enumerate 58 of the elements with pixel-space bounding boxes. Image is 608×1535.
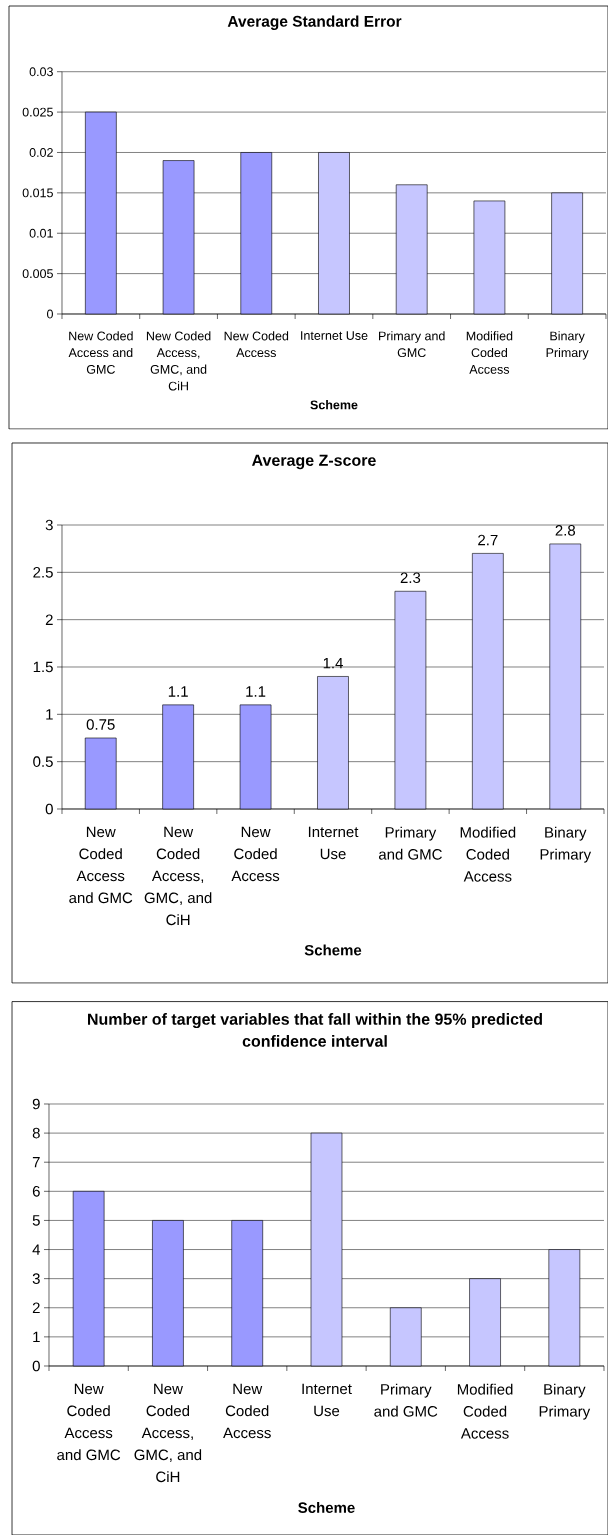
data-label: 0.75 (86, 719, 115, 730)
x-tick-label: Internet Use (308, 826, 359, 860)
y-tick-label: 1.5 (33, 661, 53, 673)
y-tick-label: 0.01 (29, 228, 53, 238)
data-label: 2.3 (400, 572, 421, 584)
x-axis-title: Scheme (304, 944, 362, 956)
data-label: 1.4 (323, 657, 343, 669)
data-label: 2.7 (478, 534, 498, 546)
chart-title: Average Standard Error (227, 15, 402, 30)
y-tick-label: 0.005 (22, 269, 53, 279)
x-tick-label: New Coded Access and GMC (68, 331, 133, 374)
y-tick-label: 2 (32, 1302, 40, 1313)
x-tick-label: Internet Use (302, 1383, 352, 1417)
y-tick-label: 3 (32, 1273, 40, 1284)
y-tick-label: 1 (46, 709, 53, 720)
y-tick-label: 7 (32, 1157, 40, 1168)
y-tick-label: 0.03 (29, 67, 53, 77)
x-tick-label: New Coded Access, GMC, and CiH (134, 1383, 202, 1483)
y-tick-label: 3 (45, 519, 53, 531)
x-tick-label: Primary and GMC (378, 826, 442, 860)
y-tick-label: 0.015 (22, 188, 53, 198)
x-axis-title: Scheme (298, 1501, 355, 1513)
x-tick-label: Internet Use (301, 331, 368, 340)
x-tick-label: New Coded Access and GMC (57, 1383, 121, 1461)
y-tick-label: 2.5 (33, 567, 53, 578)
x-axis-title: Scheme (310, 400, 358, 410)
x-tick-label: New Coded Access and GMC (69, 826, 133, 904)
data-label: 2.8 (555, 525, 576, 536)
y-tick-label: 0.02 (29, 148, 53, 157)
x-tick-label: Modified Coded Access (460, 826, 516, 882)
x-tick-label: New Coded Access (231, 826, 280, 882)
y-tick-label: 4 (32, 1244, 41, 1255)
data-label: 1.1 (168, 686, 188, 697)
y-tick-label: 0.025 (22, 107, 53, 117)
x-tick-label: Binary Primary (539, 1383, 591, 1420)
y-tick-label: 1 (33, 1331, 40, 1343)
y-tick-label: 0 (45, 803, 53, 815)
data-label: 1.1 (246, 686, 266, 697)
y-tick-label: 2 (45, 614, 53, 625)
x-tick-label: New Coded Access, GMC, and CiH (146, 331, 211, 391)
x-tick-label: Binary Primary (540, 826, 592, 863)
x-tick-label: Modified Coded Access (466, 331, 513, 374)
y-tick-label: 5 (32, 1215, 40, 1226)
chart-title: Average Z-score (251, 454, 376, 470)
x-tick-label: Primary and GMC (379, 331, 445, 358)
x-tick-label: New Coded Access (223, 1383, 271, 1439)
y-tick-label: 0.5 (33, 756, 53, 767)
y-tick-label: 0 (32, 1360, 40, 1372)
x-tick-label: New Coded Access (224, 331, 289, 358)
x-tick-label: New Coded Access, GMC, and CiH (144, 826, 212, 926)
y-tick-label: 0 (47, 309, 53, 319)
y-tick-label: 6 (32, 1186, 40, 1197)
y-tick-label: 8 (32, 1127, 40, 1139)
x-tick-label: Primary and GMC (374, 1383, 438, 1417)
x-tick-label: Modified Coded Access (457, 1383, 513, 1439)
y-tick-label: 9 (32, 1098, 40, 1110)
chart-title: Number of target variables that fall within the 95% predicted confidence interval (88, 1013, 542, 1047)
x-tick-label: Binary Primary (546, 331, 589, 360)
